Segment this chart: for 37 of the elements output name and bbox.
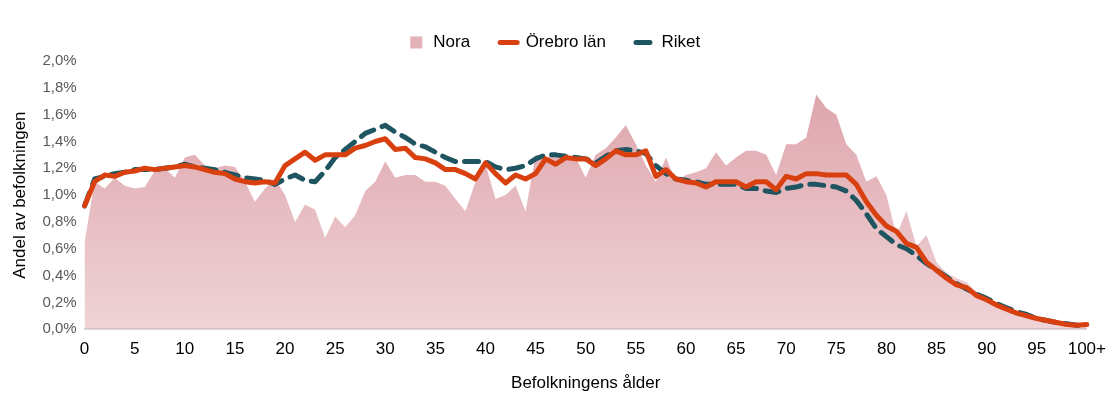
x-tick-label: 80: [876, 339, 896, 359]
x-axis-title: Befolkningens ålder: [511, 373, 661, 393]
x-tick-label: 55: [626, 339, 646, 359]
x-tick-label: 5: [129, 339, 140, 359]
legend-label: Örebro län: [525, 32, 606, 52]
x-tick-label: 75: [826, 339, 846, 359]
x-tick-label: 10: [175, 339, 195, 359]
x-tick-label: 90: [977, 339, 997, 359]
x-tick-label: 70: [776, 339, 796, 359]
y-tick-label: 1,6%: [42, 104, 77, 122]
x-tick-label: 15: [225, 339, 245, 359]
x-tick-label: 95: [1027, 339, 1047, 359]
y-tick-label: 0,4%: [42, 265, 77, 283]
x-tick-label: 85: [927, 339, 946, 359]
y-tick-label: 1,4%: [42, 131, 77, 149]
y-tick-label: 0,2%: [42, 292, 77, 310]
x-tick-label: 50: [576, 339, 596, 359]
y-tick-label: 1,2%: [42, 158, 77, 176]
x-tick-label: 30: [375, 339, 395, 359]
x-tick-label: 35: [425, 339, 445, 359]
y-tick-label: 2,0%: [42, 51, 77, 69]
y-tick-label: 0,6%: [42, 238, 77, 256]
legend-label: Nora: [433, 32, 471, 52]
y-tick-label: 1,0%: [42, 185, 77, 203]
x-tick-label: 20: [275, 339, 295, 359]
x-tick-label: 100+: [1067, 339, 1107, 359]
y-tick-label: 0,0%: [42, 319, 77, 337]
x-tick-label: 40: [476, 339, 495, 359]
y-tick-label: 0,8%: [42, 212, 77, 230]
x-tick-label: 65: [726, 339, 746, 359]
x-tick-label: 0: [79, 339, 90, 359]
x-tick-label: 45: [526, 339, 546, 359]
legend-label: Riket: [661, 32, 701, 52]
x-tick-label: 60: [676, 339, 696, 359]
y-axis-title: Andel av befolkningen: [9, 111, 29, 279]
x-tick-label: 25: [325, 339, 345, 359]
y-tick-label: 1,8%: [42, 77, 77, 95]
